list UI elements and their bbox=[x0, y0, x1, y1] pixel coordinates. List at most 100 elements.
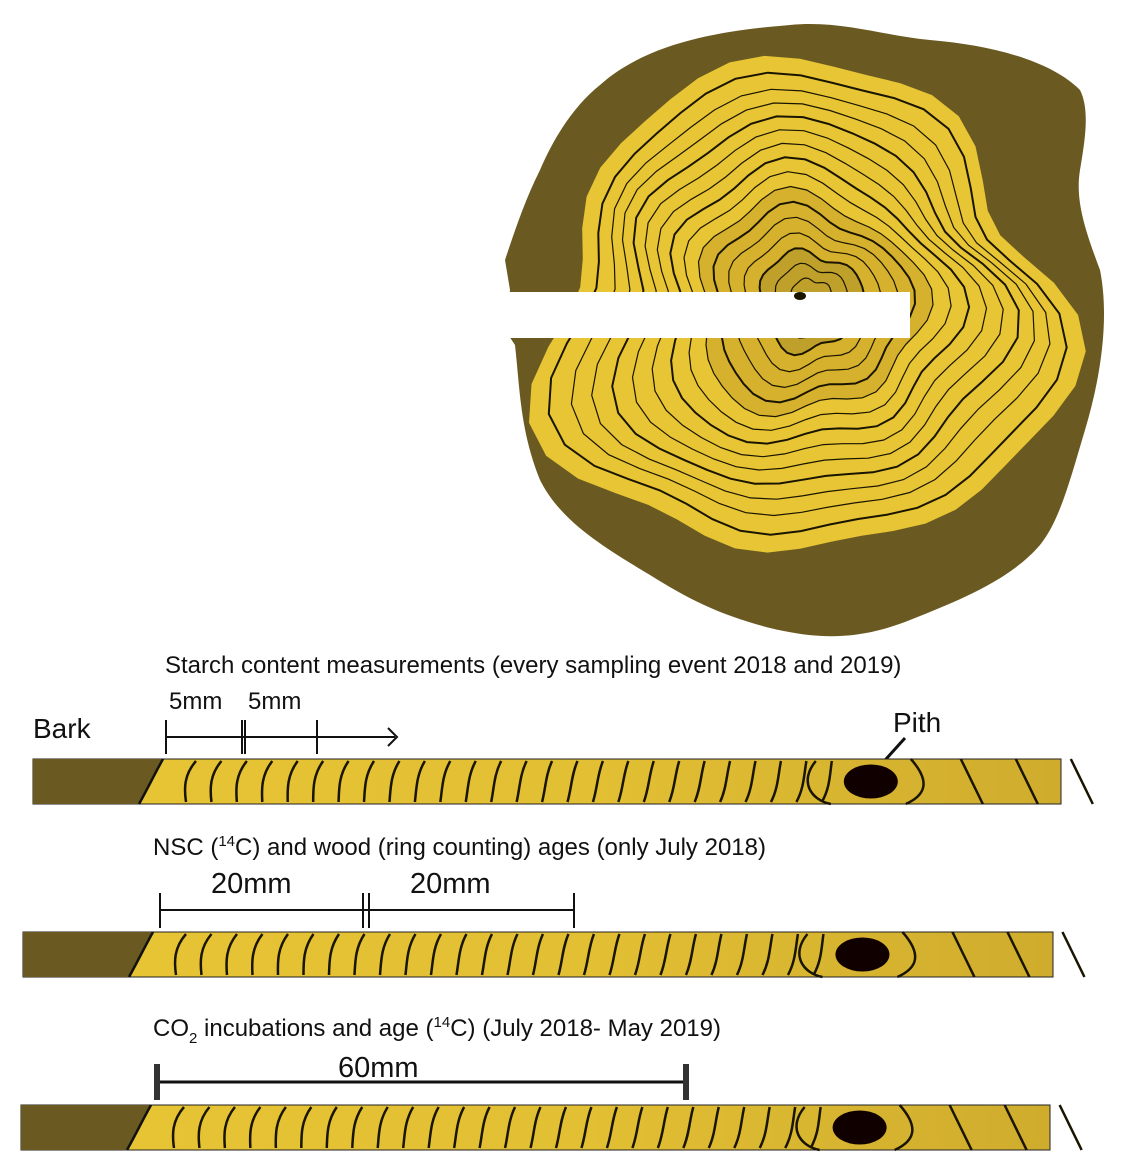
segment-label: 20mm bbox=[211, 868, 292, 900]
ring-line bbox=[337, 760, 350, 803]
ring-line bbox=[171, 1106, 185, 1149]
ring-line bbox=[591, 760, 605, 803]
ring-line bbox=[896, 931, 917, 979]
ring-line bbox=[784, 1106, 797, 1149]
bark-section bbox=[23, 932, 153, 977]
ring-line bbox=[659, 933, 672, 976]
ring-line bbox=[260, 760, 274, 803]
ring-line bbox=[503, 1106, 517, 1149]
core-strip bbox=[20, 1104, 1083, 1152]
ring-line bbox=[812, 933, 825, 976]
panel-nsc: NSC (14C) and wood (ring counting) ages … bbox=[22, 833, 1086, 979]
ring-line bbox=[951, 931, 976, 978]
ring-line bbox=[707, 1106, 720, 1149]
cambium-line bbox=[127, 931, 155, 978]
cambium-line bbox=[125, 1104, 153, 1151]
ring-line bbox=[489, 760, 503, 803]
ring-line bbox=[798, 933, 823, 979]
segment-label: 60mm bbox=[338, 1052, 419, 1084]
ring-line bbox=[809, 1106, 822, 1149]
ring-line bbox=[404, 933, 417, 976]
ring-line bbox=[376, 1106, 389, 1149]
measure-bar bbox=[154, 1064, 689, 1100]
panel-co2: CO2 incubations and age (14C) (July 2018… bbox=[20, 1014, 1083, 1152]
ring-line bbox=[557, 933, 570, 976]
ring-line bbox=[948, 1104, 973, 1151]
ring-line bbox=[515, 760, 528, 803]
ring-line bbox=[351, 1106, 364, 1149]
ring-line bbox=[464, 760, 477, 803]
panel-title: CO2 incubations and age (14C) (July 2018… bbox=[153, 1014, 721, 1047]
ring-line bbox=[209, 760, 223, 803]
pith-label: Pith bbox=[893, 707, 941, 738]
ring-line bbox=[506, 933, 519, 976]
tree-trunk-cross-section-icon bbox=[505, 23, 1105, 637]
ring-line bbox=[478, 1106, 491, 1149]
segment-label: 5mm bbox=[169, 688, 222, 715]
ring-line bbox=[761, 933, 774, 976]
ring-line bbox=[905, 758, 925, 806]
bark-label: Bark bbox=[33, 713, 92, 744]
ring-line bbox=[733, 1106, 746, 1149]
ring-line bbox=[480, 933, 494, 976]
ring-line bbox=[642, 760, 655, 803]
cambium-line bbox=[137, 758, 165, 805]
ring-line bbox=[608, 933, 621, 976]
ring-line bbox=[250, 933, 264, 976]
ring-line bbox=[276, 933, 290, 976]
pith-dot bbox=[832, 1110, 887, 1145]
panel-title: Starch content measurements (every sampl… bbox=[165, 652, 901, 679]
ring-line bbox=[452, 1106, 466, 1149]
ring-line bbox=[286, 760, 299, 803]
ring-line bbox=[795, 760, 808, 803]
ring-line bbox=[617, 760, 630, 803]
ring-line bbox=[455, 933, 468, 976]
ring-line bbox=[529, 1106, 542, 1149]
segment-label: 20mm bbox=[410, 868, 491, 900]
ring-line bbox=[806, 760, 832, 806]
ring-line bbox=[311, 760, 325, 803]
ring-line bbox=[656, 1106, 670, 1149]
ring-line bbox=[327, 933, 341, 976]
panel-starch: Starch content measurements (every sampl… bbox=[32, 652, 1094, 806]
ring-line bbox=[1069, 758, 1094, 805]
ring-line bbox=[684, 933, 698, 976]
core-cut-gap bbox=[505, 292, 910, 338]
ring-line bbox=[300, 1106, 313, 1149]
ring-line bbox=[631, 1106, 644, 1149]
ring-line bbox=[1058, 1104, 1083, 1151]
ring-line bbox=[439, 760, 452, 803]
ring-line bbox=[1003, 1104, 1028, 1151]
ring-line bbox=[580, 1106, 593, 1149]
arrow-head-icon bbox=[387, 727, 399, 747]
ring-line bbox=[302, 933, 315, 976]
cross-section-pith-dot bbox=[794, 292, 806, 300]
ring-line bbox=[183, 760, 197, 803]
ring-line bbox=[682, 1106, 695, 1149]
ring-line bbox=[197, 1106, 211, 1149]
core-strip bbox=[32, 758, 1094, 806]
pith-dot bbox=[835, 937, 890, 972]
ring-line bbox=[325, 1106, 338, 1149]
ring-line bbox=[413, 760, 426, 803]
ring-line bbox=[693, 760, 706, 803]
panel-title: NSC (14C) and wood (ring counting) ages … bbox=[153, 833, 766, 861]
ring-line bbox=[235, 760, 248, 803]
ring-line bbox=[566, 760, 579, 803]
ring-line bbox=[735, 933, 749, 976]
ring-line bbox=[353, 933, 366, 976]
ring-line bbox=[1006, 931, 1031, 978]
ring-line bbox=[223, 1106, 236, 1149]
ring-line bbox=[401, 1106, 415, 1149]
ring-line bbox=[378, 933, 392, 976]
ring-line bbox=[710, 933, 723, 976]
ring-line bbox=[1061, 931, 1086, 978]
growth-rings bbox=[529, 55, 1086, 553]
ring-line bbox=[820, 760, 834, 803]
ring-line bbox=[582, 933, 596, 976]
segment-label: 5mm bbox=[248, 688, 301, 715]
ring-line bbox=[744, 760, 757, 803]
ring-line bbox=[718, 760, 732, 803]
